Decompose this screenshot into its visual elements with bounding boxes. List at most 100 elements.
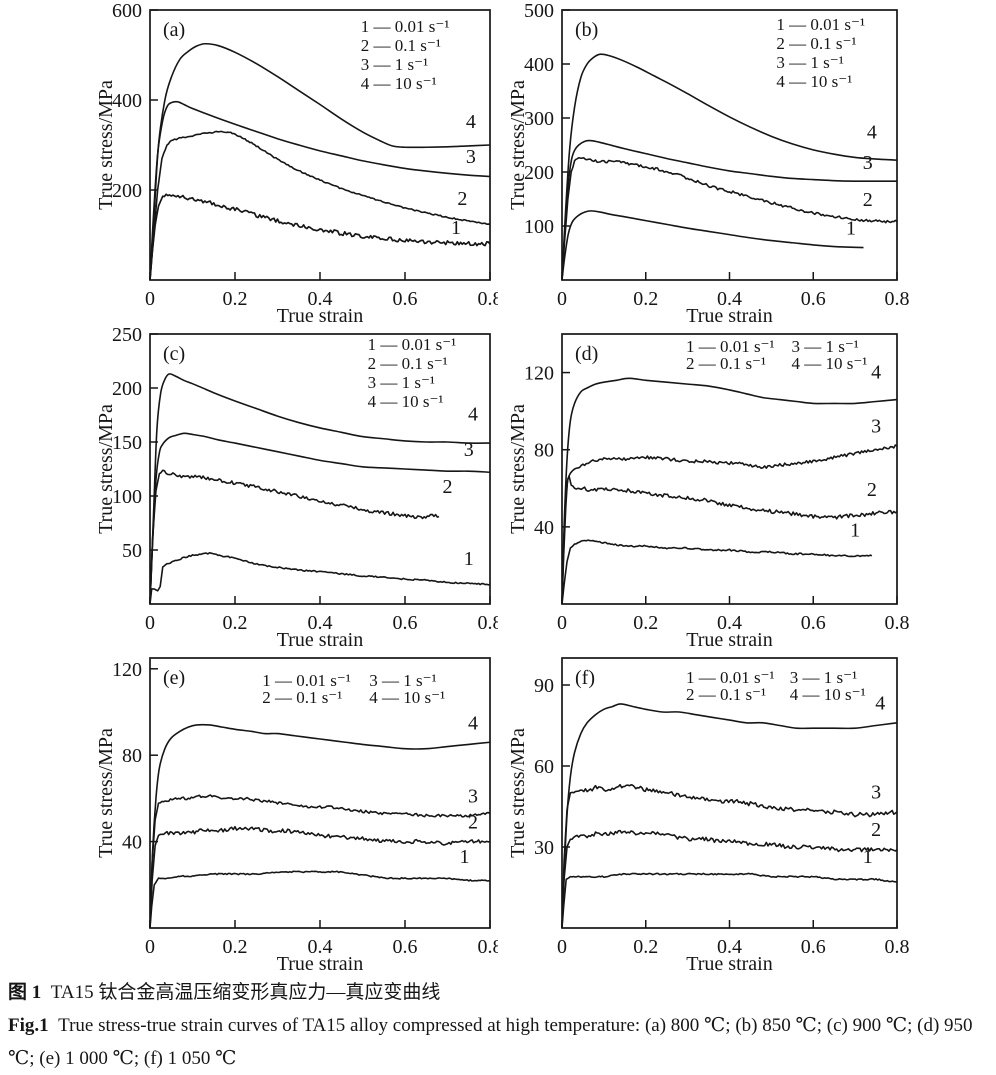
legend-item-3: 3 — 1 s⁻¹ [361,55,428,74]
x-tick-label: 0.4 [717,288,742,310]
chart-a-svg: 0 0.2 0.4 0.6 0.8 200 400 600 True strain True st… [95,0,498,324]
legend-item-3: 3 — 1 s⁻¹ [369,671,436,690]
curve-2 [561,475,898,605]
panel-f: 0 0.2 0.4 0.6 0.8 30 60 90 True strain True stres… [498,648,996,972]
curve-1 [561,539,873,605]
y-tick-label: 120 [524,363,554,385]
x-tick-label: 0 [557,936,567,958]
curve-label-1: 1 [846,218,856,240]
y-tick-label: 300 [524,108,554,130]
x-tick-label: 0.8 [478,612,499,634]
legend-item-3: 3 — 1 s⁻¹ [791,337,858,356]
legend-item-1: 1 — 0.01 s⁻¹ [686,668,775,687]
panel-b: 0 0.2 0.4 0.6 0.8 100 200 300 400 500 True strain T… [498,0,996,324]
curve-label-3: 3 [466,146,476,168]
caption-zh: 图 1 TA15 钛合金高温压缩变形真应力—真应变曲线 [8,976,984,1009]
x-axis-title: True strain [686,953,772,972]
x-tick-label: 0.2 [223,612,248,634]
x-axis-title: True strain [686,305,772,324]
curve-3 [561,783,898,929]
y-tick-label: 50 [122,540,142,562]
x-tick-label: 0.6 [393,612,418,634]
curve-4 [149,373,491,605]
legend-item-1: 1 — 0.01 s⁻¹ [361,17,450,36]
curve-label-4: 4 [867,122,877,144]
x-tick-label: 0.4 [308,612,333,634]
caption-zh-label: 图 1 [8,982,42,1003]
curve-1 [561,872,898,929]
x-tick-label: 0 [557,288,567,310]
chart-c-svg: 0 0.2 0.4 0.6 0.8 50 100 150 200 250 True strain Tr… [95,324,499,648]
y-axis-title: True stress/MPa [95,728,117,858]
curve-1 [149,193,491,281]
legend-item-4: 4 — 10 s⁻¹ [361,74,437,93]
curve-2 [149,469,440,605]
legend-item-4: 4 — 10 s⁻¹ [369,688,445,707]
stress-strain-figure: 0 0.2 0.4 0.6 0.8 200 400 600 True strain True st… [0,0,996,972]
panel-letter: (c) [163,343,185,365]
curve-3 [149,100,491,281]
x-axis-title: True strain [277,953,363,972]
x-tick-label: 0.2 [633,612,658,634]
panel-letter: (b) [575,19,598,41]
figure-caption: 图 1 TA15 钛合金高温压缩变形真应力—真应变曲线 Fig.1 True s… [0,972,996,1075]
curve-3 [149,432,491,605]
curve-2 [149,825,491,929]
y-tick-label: 150 [112,432,142,454]
y-tick-label: 200 [112,180,142,202]
x-tick-label: 0.6 [393,936,418,958]
panel-letter: (f) [575,667,595,689]
legend-item-2: 2 — 0.1 s⁻¹ [776,34,856,53]
curve-label-3: 3 [871,781,881,803]
x-tick-label: 0 [557,612,567,634]
y-tick-label: 30 [534,837,554,859]
curve-1 [561,210,864,281]
legend-item-2: 2 — 0.1 s⁻¹ [686,354,766,373]
x-tick-label: 0.6 [393,288,418,310]
x-tick-label: 0 [145,612,155,634]
legend-item-1: 1 — 0.01 s⁻¹ [776,15,865,34]
curve-label-3: 3 [464,439,474,461]
y-tick-label: 100 [112,486,142,508]
legend: 1 — 0.01 s⁻¹2 — 0.1 s⁻¹ 3 — 1 s⁻¹4 — 10 s… [686,668,866,704]
curve-3 [561,139,897,281]
legend-item-4: 4 — 10 s⁻¹ [776,72,852,91]
panel-e: 0 0.2 0.4 0.6 0.8 40 80 120 True strain True stre… [0,648,498,972]
caption-en: Fig.1 True stress-true strain curves of … [8,1009,984,1075]
legend-item-2: 2 — 0.1 s⁻¹ [368,354,448,373]
curve-2 [149,130,491,281]
curve-label-2: 2 [871,819,881,841]
curve-1 [149,551,491,605]
legend-item-1: 1 — 0.01 s⁻¹ [368,335,457,354]
curve-label-1: 1 [464,548,474,570]
curve-3 [561,444,898,605]
y-tick-label: 500 [524,0,554,22]
axis-ticks [561,371,898,604]
y-tick-label: 600 [112,0,142,22]
chart-b-svg: 0 0.2 0.4 0.6 0.8 100 200 300 400 500 True strain T… [507,0,910,324]
y-tick-label: 200 [112,378,142,400]
x-axis-title: True strain [277,305,363,324]
curve-4 [561,377,898,605]
x-tick-label: 0.2 [633,288,658,310]
curve-4 [149,42,491,281]
axis-ticks [149,668,491,928]
legend: 1 — 0.01 s⁻¹2 — 0.1 s⁻¹ 3 — 1 s⁻¹4 — 10 s… [262,671,445,707]
curve-4 [561,53,898,281]
legend-item-4: 4 — 10 s⁻¹ [368,392,444,411]
y-tick-label: 100 [524,216,554,238]
curve-label-2: 2 [468,812,478,834]
x-tick-label: 0.4 [308,288,333,310]
panel-d: 0 0.2 0.4 0.6 0.8 40 80 120 True strain True stre… [498,324,996,648]
x-tick-label: 0.4 [308,936,333,958]
legend-item-4: 4 — 10 s⁻¹ [790,685,866,704]
plot-border [149,333,491,605]
curve-label-4: 4 [875,692,885,714]
x-tick-label: 0.6 [801,288,826,310]
caption-en-text: True stress-true strain curves of TA15 a… [8,1015,973,1069]
y-tick-label: 40 [122,832,142,854]
caption-zh-text: TA15 钛合金高温压缩变形真应力—真应变曲线 [50,982,441,1003]
y-tick-label: 400 [524,54,554,76]
curve-label-2: 2 [443,476,453,498]
y-tick-label: 80 [534,440,554,462]
